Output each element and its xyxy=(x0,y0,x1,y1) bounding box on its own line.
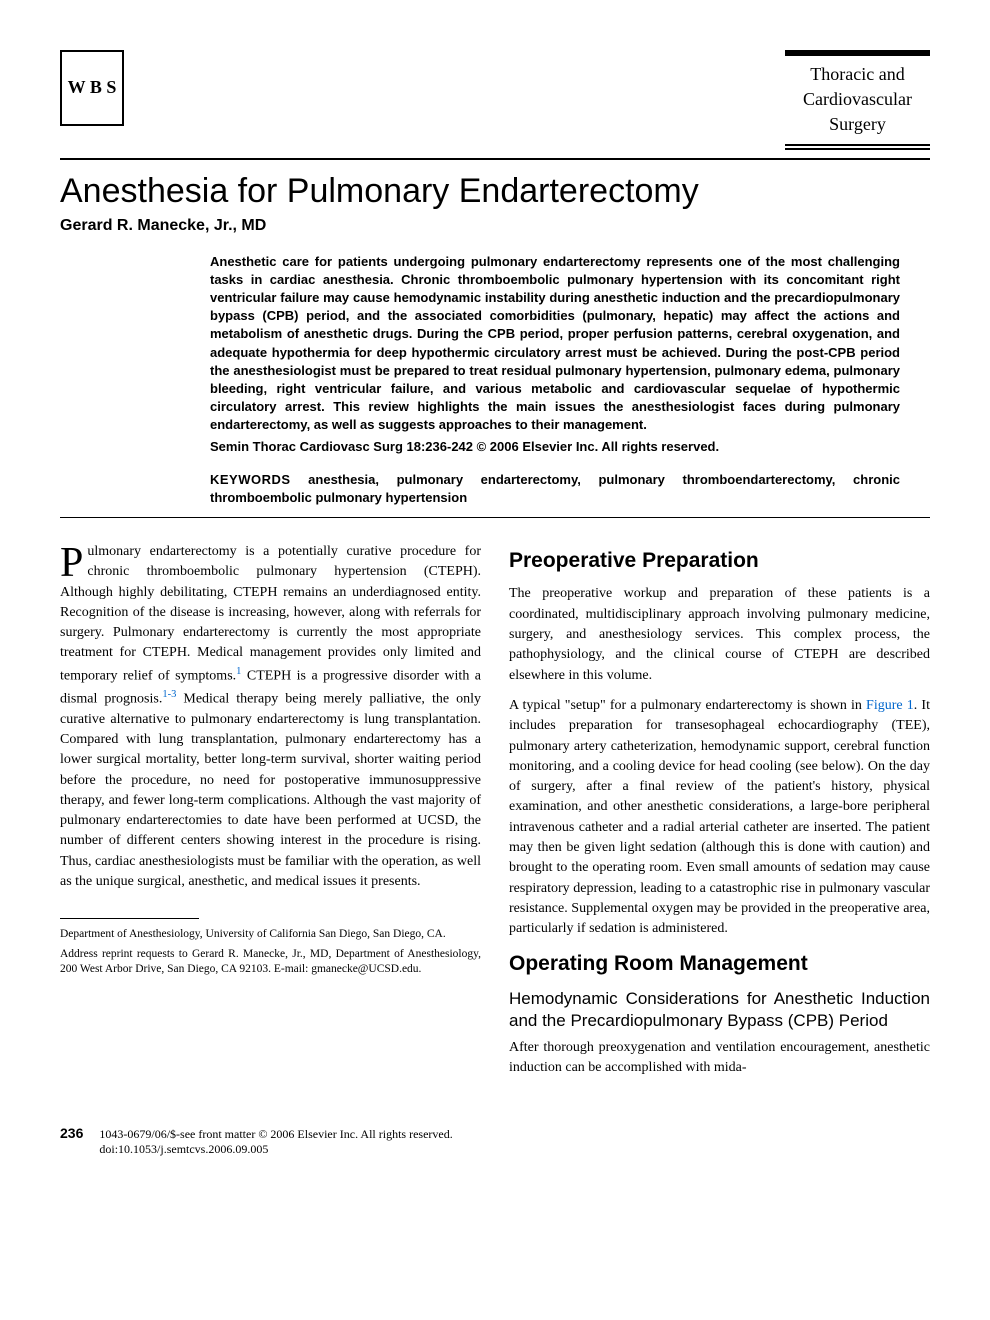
affiliation-dept: Department of Anesthesiology, University… xyxy=(60,927,481,943)
affiliation-reprint: Address reprint requests to Gerard R. Ma… xyxy=(60,947,481,978)
intro-text-a: ulmonary endarterectomy is a potentially… xyxy=(60,544,481,683)
copyright-text: 1043-0679/06/$-see front matter © 2006 E… xyxy=(99,1127,452,1141)
intro-paragraph: Pulmonary endarterectomy is a potentiall… xyxy=(60,542,481,892)
abstract-citation: Semin Thorac Cardiovasc Surg 18:236-242 … xyxy=(210,438,900,456)
title-rule xyxy=(60,158,930,160)
left-column: Pulmonary endarterectomy is a potentiall… xyxy=(60,542,481,1089)
preop-p2: A typical "setup" for a pulmonary endart… xyxy=(509,696,930,940)
abstract-rule xyxy=(60,517,930,518)
page-number: 236 xyxy=(60,1125,83,1141)
affiliation-rule xyxy=(60,918,199,919)
reference-link-1-3[interactable]: 1-3 xyxy=(162,689,176,700)
journal-line-1: Thoracic and xyxy=(803,62,912,87)
intro-text-c: Medical therapy being merely palliative,… xyxy=(60,691,481,889)
header-row: W B S Thoracic and Cardiovascular Surger… xyxy=(60,50,930,150)
preop-heading: Preoperative Preparation xyxy=(509,546,930,576)
abstract-block: Anesthetic care for patients undergoing … xyxy=(210,253,900,507)
body-columns: Pulmonary endarterectomy is a potentiall… xyxy=(60,542,930,1089)
preop-p1: The preoperative workup and preparation … xyxy=(509,584,930,685)
footer-text: 1043-0679/06/$-see front matter © 2006 E… xyxy=(99,1127,452,1158)
preop-p2b: . It includes preparation for transesoph… xyxy=(509,698,930,936)
right-column: Preoperative Preparation The preoperativ… xyxy=(509,542,930,1089)
author-name: Gerard R. Manecke, Jr., MD xyxy=(60,217,930,235)
preop-p2a: A typical "setup" for a pulmonary endart… xyxy=(509,698,866,713)
hemodynamic-p1: After thorough preoxygenation and ventil… xyxy=(509,1038,930,1079)
or-management-heading: Operating Room Management xyxy=(509,949,930,979)
journal-line-3: Surgery xyxy=(803,112,912,137)
keywords-label: KEYWORDS xyxy=(210,472,291,487)
hemodynamic-subheading: Hemodynamic Considerations for Anestheti… xyxy=(509,988,930,1032)
journal-title-box: Thoracic and Cardiovascular Surgery xyxy=(785,50,930,150)
doi-text: doi:10.1053/j.semtcvs.2006.09.005 xyxy=(99,1142,268,1156)
keywords-row: KEYWORDS anesthesia, pulmonary endartere… xyxy=(210,471,900,507)
page-footer: 236 1043-0679/06/$-see front matter © 20… xyxy=(60,1125,930,1158)
keywords-text: anesthesia, pulmonary endarterectomy, pu… xyxy=(210,472,900,505)
abstract-text: Anesthetic care for patients undergoing … xyxy=(210,253,900,435)
figure-1-link[interactable]: Figure 1 xyxy=(866,698,914,713)
publisher-logo: W B S xyxy=(60,50,124,126)
article-title: Anesthesia for Pulmonary Endarterectomy xyxy=(60,172,930,211)
journal-line-2: Cardiovascular xyxy=(803,87,912,112)
dropcap: P xyxy=(60,542,87,582)
